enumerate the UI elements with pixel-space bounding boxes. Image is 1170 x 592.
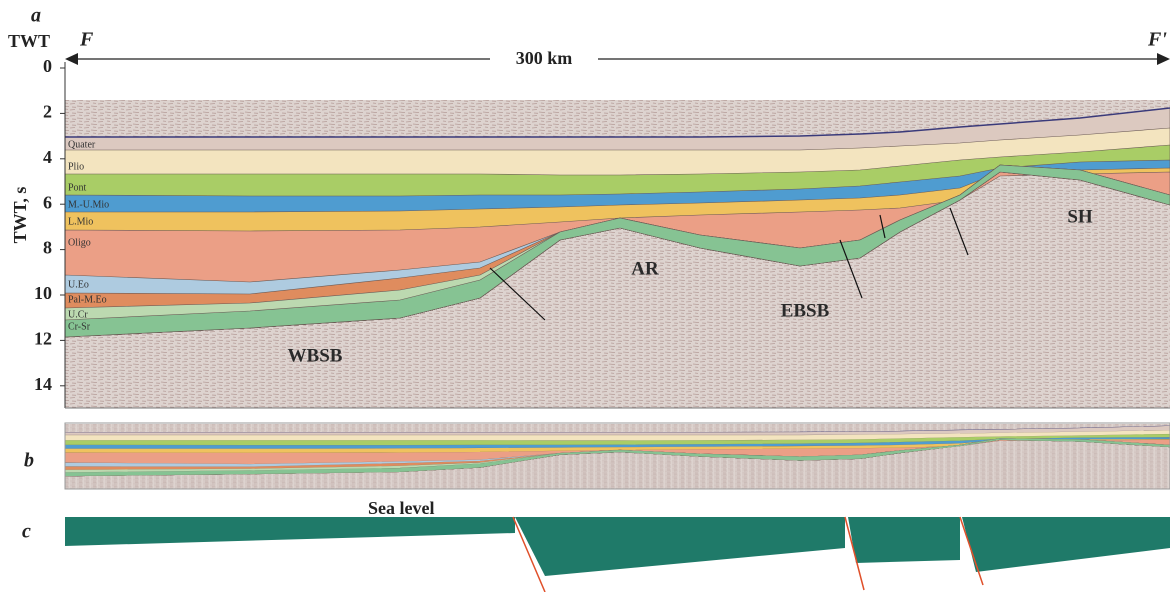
y-tick-label: 12 (34, 329, 52, 349)
seafloor (65, 425, 1170, 433)
strata-layer (65, 164, 1170, 338)
fault (512, 516, 546, 592)
fault (844, 516, 865, 591)
block (515, 517, 845, 576)
start-label: F (79, 29, 94, 51)
layer-label: U.Eo (68, 279, 89, 290)
structure-label: WBSB (288, 345, 343, 366)
seafloor (65, 107, 1170, 138)
fault (959, 516, 984, 586)
y-tick-label: 4 (43, 147, 52, 167)
strata-layer (65, 438, 1170, 477)
block (65, 517, 515, 546)
layer-label: L.Mio (68, 216, 93, 227)
y-tick-label: 6 (43, 192, 52, 212)
y-tick-label: 8 (43, 238, 52, 258)
layer-label: Quater (68, 139, 96, 150)
label-bg (490, 49, 598, 71)
structure-label: SH (1067, 206, 1093, 227)
block-model (65, 516, 1170, 592)
y-tick-label: 14 (34, 374, 52, 394)
section-a: Quater Plio Pont M.-U.Mio L.Mio Oligo U.Eo Pal-… (65, 100, 1170, 408)
arrow-head (1157, 53, 1170, 65)
fault (879, 214, 886, 239)
layer-label: Plio (68, 161, 84, 172)
layer-label: Cr-Sr (68, 321, 91, 332)
arrow-head (65, 53, 78, 65)
panel-label: c (22, 521, 31, 543)
panel-label: a (31, 5, 41, 27)
section-b (65, 424, 1170, 489)
layer-label: Pal-M.Eo (68, 294, 107, 305)
y-tick-label: 10 (34, 283, 52, 303)
y-tick-label: 0 (43, 56, 52, 76)
block (848, 517, 960, 563)
sea-level-label: Sea level (368, 498, 434, 518)
frame (64, 422, 1170, 490)
fault (949, 207, 969, 256)
structure-label: EBSB (781, 300, 830, 321)
y-axis-label: TWT, s (10, 187, 30, 244)
structure-label: AR (631, 258, 659, 279)
layer-label: M.-U.Mio (68, 199, 109, 210)
fault (489, 267, 546, 321)
fault (839, 239, 863, 299)
y-tick-label: 2 (43, 102, 52, 122)
panel-label: b (24, 450, 34, 472)
block (962, 517, 1170, 572)
layer-label: Oligo (68, 237, 91, 248)
axis-title: TWT (8, 31, 50, 51)
section-b-scaled (65, 424, 1170, 489)
distance-label: 300 km (516, 48, 573, 68)
layer-label: U.Cr (68, 309, 88, 320)
layer-label: Pont (68, 182, 87, 193)
end-label: F' (1147, 29, 1167, 51)
